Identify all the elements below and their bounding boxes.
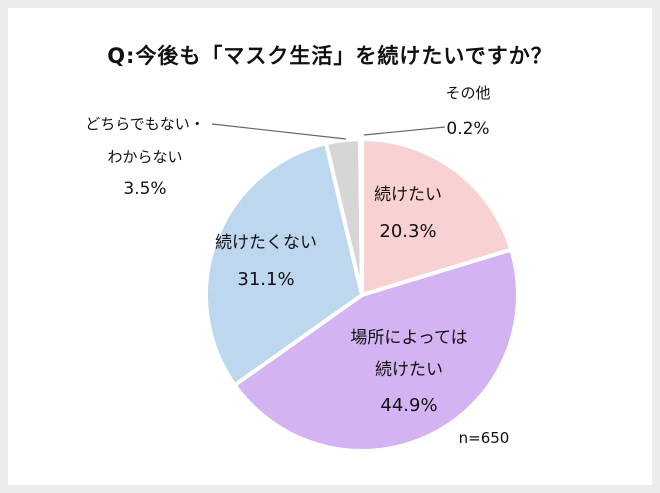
chart-title: Q:今後も「マスク生活」を続けたいですか？ xyxy=(107,44,553,68)
slice-label-0: 続けたい xyxy=(374,185,442,205)
pie-slice-2 xyxy=(204,141,364,388)
slice-label-2: 続けたくない xyxy=(215,233,317,253)
slice-label-1-line1: 場所によっては xyxy=(350,328,467,348)
leader-line-other xyxy=(363,126,446,136)
slice-value-4: 0.2% xyxy=(446,119,489,139)
slice-label-4: その他 xyxy=(445,84,490,102)
leader-line-unsure xyxy=(211,123,347,140)
slice-value-1: 44.9% xyxy=(380,395,437,416)
sample-size-note: n=650 xyxy=(459,429,510,447)
slice-value-2: 31.1% xyxy=(237,269,294,290)
pie-slice-0 xyxy=(360,137,514,297)
slice-value-3: 3.5% xyxy=(123,179,166,199)
pie-slice-4 xyxy=(358,136,364,297)
pie-slice-1 xyxy=(232,247,520,453)
slice-label-1-line2: 続けたい xyxy=(375,360,443,380)
slice-value-0: 20.3% xyxy=(379,221,436,242)
slice-label-3-line1: どちらでもない・ xyxy=(85,115,205,133)
slice-label-3-line2: わからない xyxy=(107,148,182,166)
